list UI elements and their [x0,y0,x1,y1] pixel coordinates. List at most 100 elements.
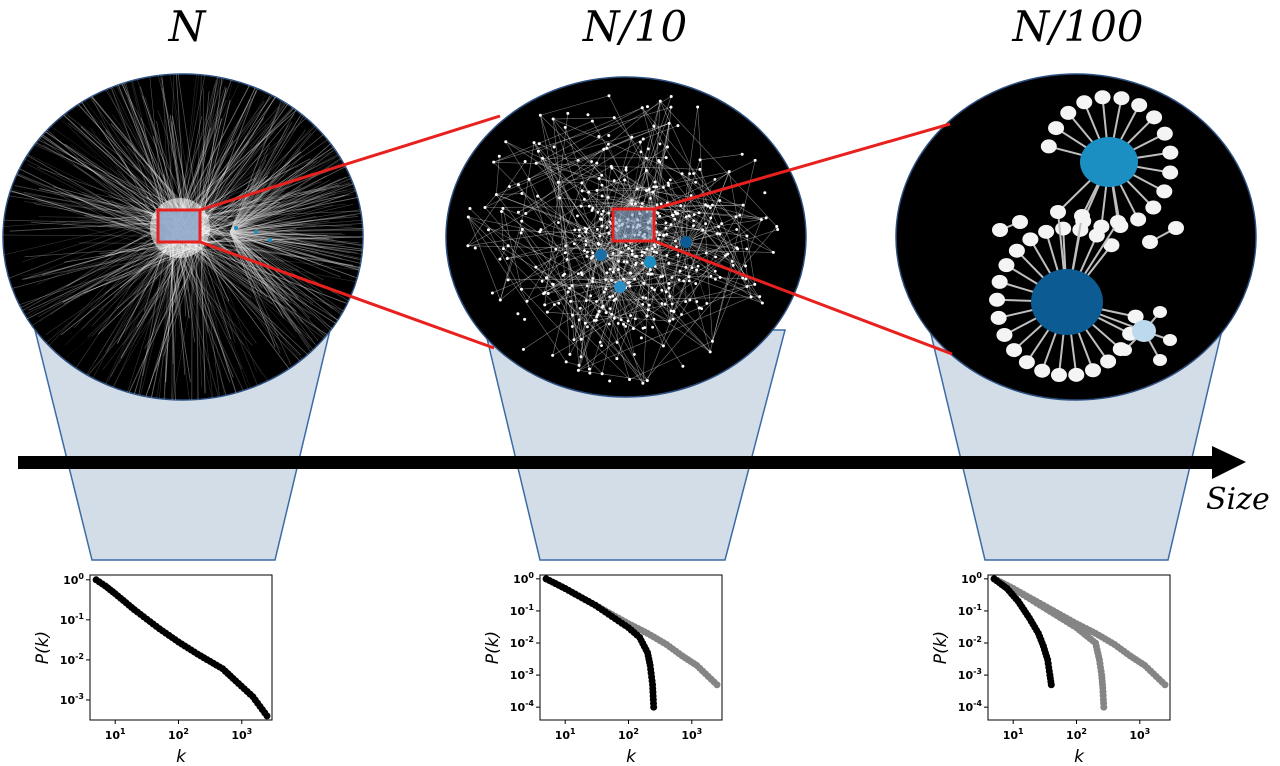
network-node [579,337,583,341]
network-edge [484,194,497,208]
network-edge [3,192,184,221]
network-node [640,106,644,110]
network-node [608,295,612,299]
network-node [626,281,630,285]
network-edge [182,238,230,400]
network-node [563,272,566,276]
network-edge [23,201,178,217]
zoom-box-1 [156,208,202,244]
network-edge [492,236,626,294]
network-edge [642,241,687,253]
network-edge [229,136,351,233]
network-edge [97,246,189,335]
network-edge [178,238,347,304]
network-node [718,276,722,279]
data-point [713,681,721,689]
network-edge [181,177,363,217]
network-node [641,296,645,299]
network-edge [203,214,318,247]
network-node [684,215,688,219]
network-node [726,252,730,256]
network-edge [685,207,711,243]
network-edge [558,254,602,304]
network-edge [600,254,655,290]
network-node [1094,90,1111,105]
network-edge [198,225,274,290]
network-edge [685,195,692,243]
network-node [697,211,701,215]
network-edge [22,215,173,262]
network-edge [599,178,650,190]
network-edge [596,286,621,317]
network-node [714,277,717,281]
network-edge [229,175,327,233]
network-node [544,276,548,280]
network-node [628,284,632,288]
network-edge [174,100,307,220]
network-node [617,259,620,263]
network-edge [468,216,501,301]
network-edge [229,231,363,272]
network-edge [631,182,696,201]
network-node [644,296,648,300]
y-tick-label: 10-4 [958,699,983,714]
network-edge [142,239,175,376]
network-node [578,306,582,310]
network-edge [187,210,363,219]
network-node [634,202,637,206]
network-node [673,217,677,221]
network-node [595,227,599,231]
size-axis-arrow [18,446,1246,479]
network-edge [229,204,354,233]
network-edge [619,286,653,328]
network-node [597,242,601,246]
network-edge [566,361,580,366]
network-node [1145,200,1162,215]
x-tick-label: 103 [1129,727,1150,742]
network-node [664,226,668,230]
zoom-box-2 [611,207,656,243]
network-edge [578,160,633,201]
network-node [615,341,619,344]
network-node [1034,363,1051,378]
network-node [608,379,612,383]
network-edge [600,254,611,309]
network-node [676,124,680,128]
network-edge [647,123,670,223]
network-edge [229,231,284,240]
network-node [586,250,589,254]
network-node [704,222,708,226]
network-node [626,319,630,323]
network-node [649,196,652,200]
network-edge [229,231,300,272]
network-node [669,94,673,98]
network-edge [649,261,691,301]
network-edge [106,247,178,352]
network-edge [229,231,362,270]
network-edge [229,231,257,271]
network-edge [229,231,363,258]
y-tick-label: 10-3 [510,667,534,682]
network-node [684,265,688,269]
network-edge [467,166,612,247]
network-edge [573,137,633,340]
network-node [616,268,620,272]
network-node [715,232,719,235]
network-edge [5,239,188,330]
network-node [639,336,643,340]
network-edge [229,97,312,233]
network-node [600,372,604,376]
network-node [1088,228,1105,243]
network-edge [670,179,687,243]
network-edge [685,241,746,267]
network-edge [229,231,292,285]
network-edge [195,230,199,400]
network-edge [229,231,254,273]
network-edge [629,340,713,380]
network-edge [62,249,188,303]
network-edge [229,200,278,233]
x-tick-label: 102 [618,727,639,742]
network-edge [619,240,648,288]
network-node [1127,309,1144,324]
network-node [676,253,680,257]
